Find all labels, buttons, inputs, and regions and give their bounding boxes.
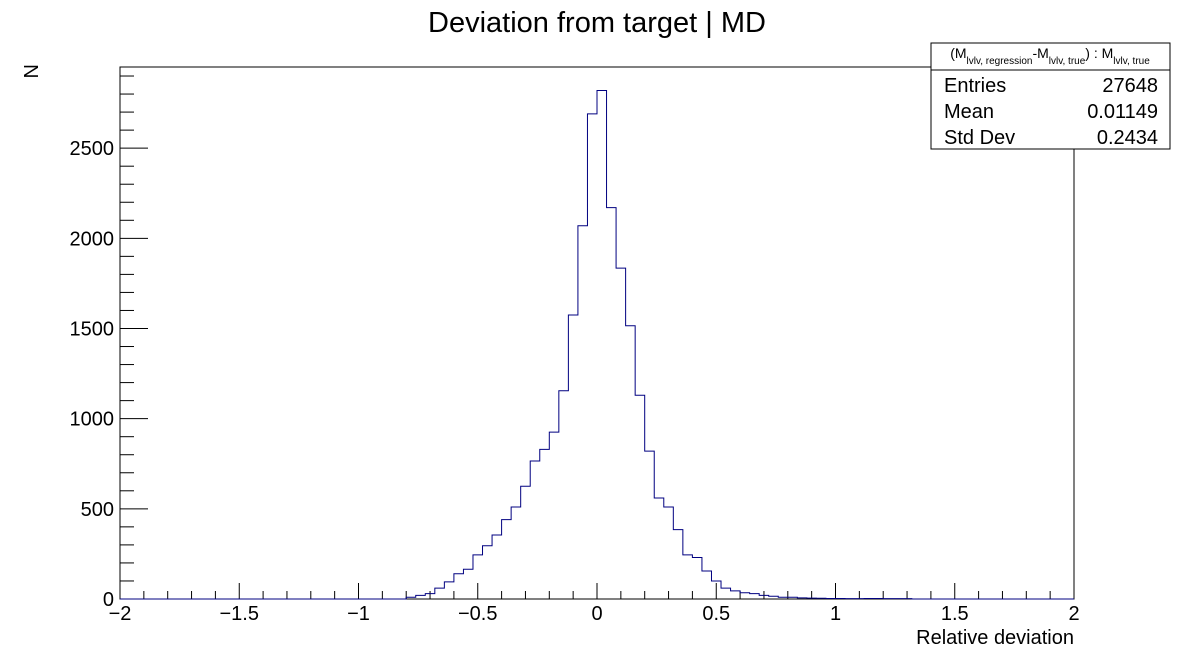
x-axis-label: Relative deviation xyxy=(916,627,1074,649)
histogram-series xyxy=(120,89,1074,600)
stats-box: (Mlvlv, regression-Mlvlv, true) : Mlvlv,… xyxy=(930,42,1171,150)
x-tick-label: −1 xyxy=(347,603,370,625)
x-tick-label: 1 xyxy=(830,603,841,625)
stats-box-frame xyxy=(930,42,1171,150)
y-tick-label: 1000 xyxy=(70,409,115,431)
stats-stddev-value: 0.2434 xyxy=(1097,127,1158,149)
x-tick-label: −1.5 xyxy=(220,603,259,625)
y-tick-label: 2500 xyxy=(70,138,115,160)
x-tick-label: 0.5 xyxy=(702,603,730,625)
stats-entries-value: 27648 xyxy=(1102,75,1158,97)
stats-header-mid: ) : M xyxy=(1085,45,1113,61)
y-axis: 0 500 1000 1500 2000 2500 xyxy=(70,75,148,611)
stats-mean-label: Mean xyxy=(944,101,994,123)
stats-mean-value: 0.01149 xyxy=(1087,101,1158,123)
y-tick-label: 1500 xyxy=(70,318,115,340)
stats-header-sub3: lvlv, true xyxy=(1113,56,1150,67)
x-tick-label: 1.5 xyxy=(941,603,969,625)
stats-header-minus: -M xyxy=(1032,45,1048,61)
x-tick-label: −2 xyxy=(109,603,132,625)
stats-header-sub2: lvlv, true xyxy=(1049,56,1086,67)
stats-header-sub1: lvlv, regression xyxy=(967,56,1033,67)
stats-header-open: (M xyxy=(950,45,966,61)
x-tick-label: 0 xyxy=(591,603,602,625)
x-axis: −2 −1.5 −1 −0.5 0 0.5 1 1.5 2 xyxy=(109,583,1080,625)
stats-stddev-label: Std Dev xyxy=(944,127,1015,149)
stats-entries-label: Entries xyxy=(944,75,1006,97)
y-tick-label: 0 xyxy=(103,589,114,611)
chart-title: Deviation from target | MD xyxy=(428,7,766,39)
y-tick-label: 500 xyxy=(81,499,114,521)
x-tick-label: 2 xyxy=(1068,603,1079,625)
y-axis-label: N xyxy=(21,64,43,78)
x-tick-label: −0.5 xyxy=(458,603,497,625)
y-tick-label: 2000 xyxy=(70,228,115,250)
stats-box-header: (Mlvlv, regression-Mlvlv, true) : Mlvlv,… xyxy=(950,45,1150,67)
